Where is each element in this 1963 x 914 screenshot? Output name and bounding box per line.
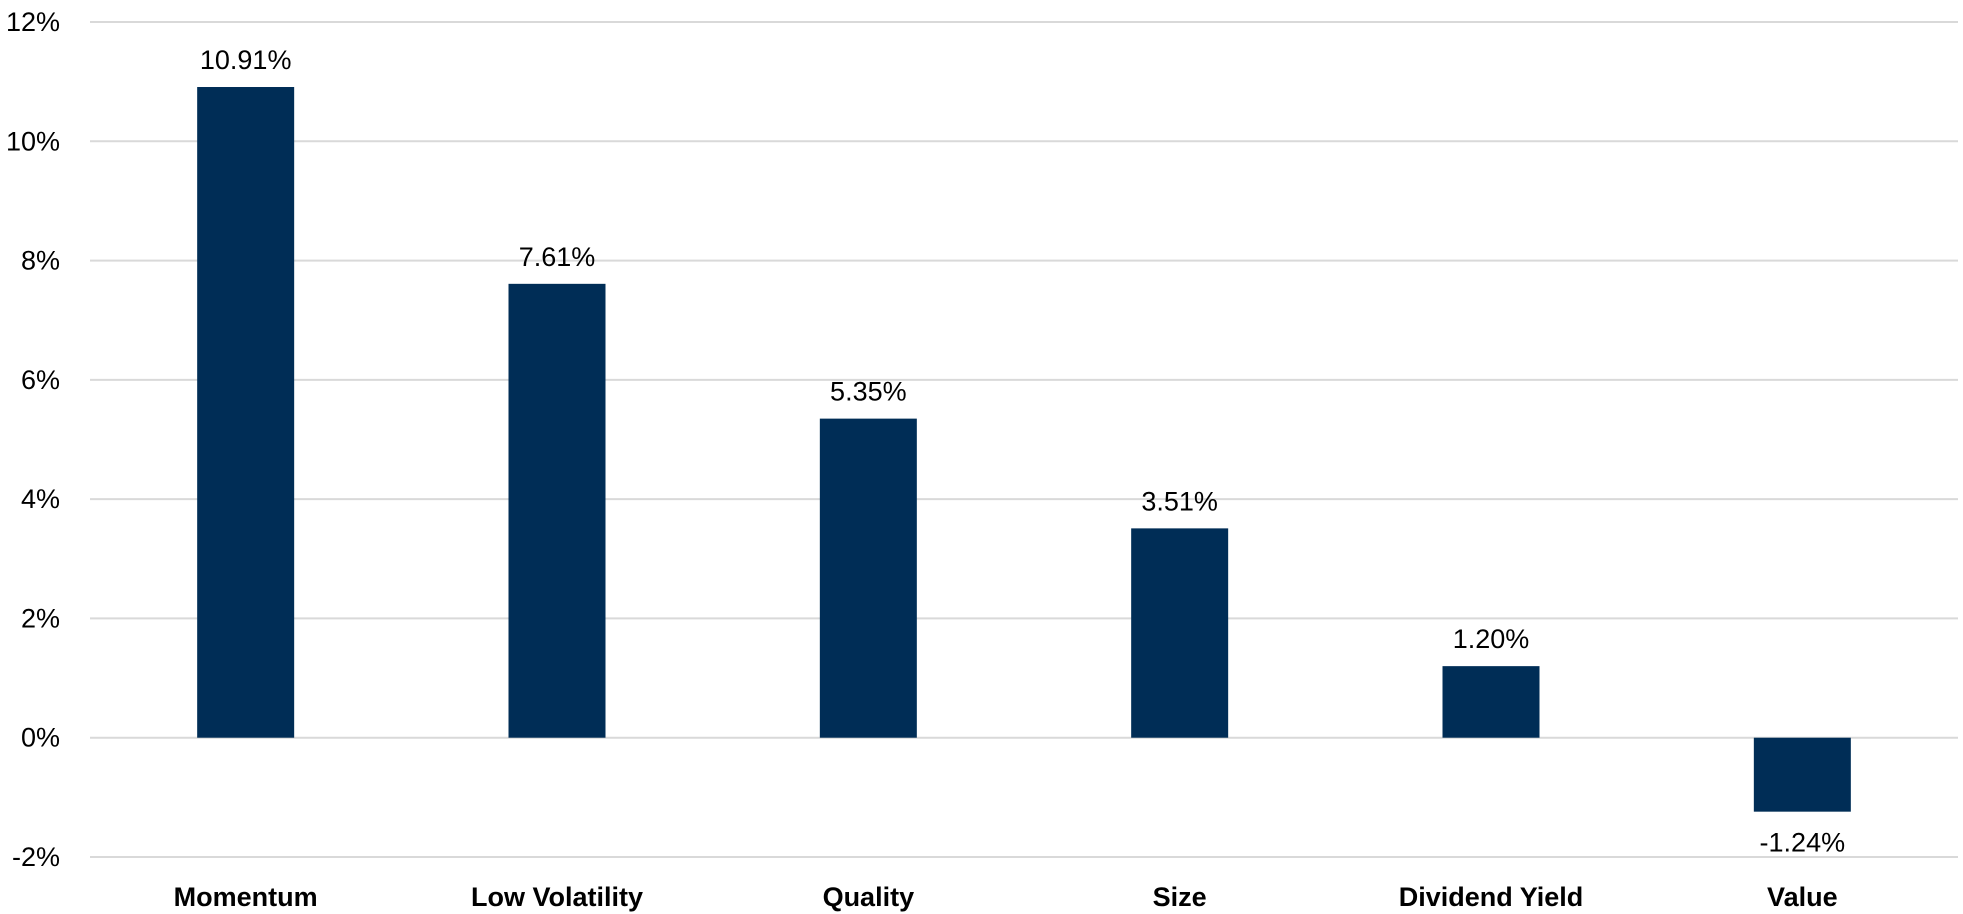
data-label: 1.20% xyxy=(1453,624,1530,654)
category-label: Size xyxy=(1153,882,1207,912)
y-tick-label: 12% xyxy=(6,7,60,37)
y-tick-label: -2% xyxy=(12,842,60,872)
y-tick-label: 0% xyxy=(21,723,60,753)
bar xyxy=(1131,528,1229,738)
data-label: 10.91% xyxy=(200,45,292,75)
category-label: Low Volatility xyxy=(471,882,643,912)
gridlines xyxy=(90,21,1958,858)
data-label: 5.35% xyxy=(830,377,907,407)
y-axis-tick-labels: 12% 10% 8% 6% 4% 2% 0% -2% xyxy=(6,7,60,872)
category-label: Value xyxy=(1767,882,1838,912)
data-label: 3.51% xyxy=(1141,486,1218,516)
category-label: Momentum xyxy=(174,882,318,912)
bar xyxy=(197,87,295,738)
y-tick-label: 2% xyxy=(21,603,60,633)
data-label: -1.24% xyxy=(1760,828,1846,858)
bar xyxy=(508,283,606,738)
bars xyxy=(197,87,1851,812)
bar xyxy=(1442,666,1540,738)
bar xyxy=(819,418,917,738)
category-label: Quality xyxy=(823,882,915,912)
y-tick-label: 6% xyxy=(21,365,60,395)
data-label: 7.61% xyxy=(519,242,596,272)
y-tick-label: 10% xyxy=(6,126,60,156)
x-axis-category-labels: Momentum Low Volatility Quality Size Dividen… xyxy=(174,882,1838,912)
bar xyxy=(1753,737,1851,812)
y-tick-label: 4% xyxy=(21,484,60,514)
y-tick-label: 8% xyxy=(21,246,60,276)
category-label: Dividend Yield xyxy=(1399,882,1584,912)
data-labels: 10.91% 7.61% 5.35% 3.51% 1.20% -1.24% xyxy=(200,45,1845,858)
